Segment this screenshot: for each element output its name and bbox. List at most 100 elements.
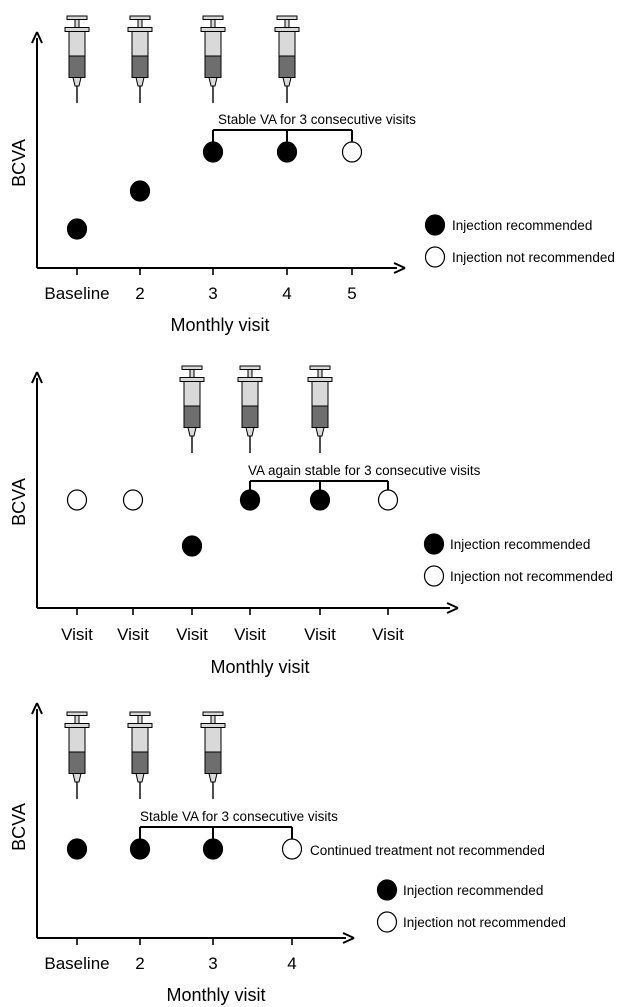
x-tick-label: Visit	[372, 625, 404, 644]
syringe-tip	[135, 773, 145, 783]
syringe-plunger-top	[202, 711, 224, 716]
filled-circle-icon	[309, 489, 331, 511]
syringe-flange	[307, 377, 333, 382]
syringe-plunger-rod	[210, 715, 216, 724]
legend-label-recommended: Injection recommended	[450, 537, 590, 552]
syringe-plunger-top	[66, 711, 88, 716]
legend: Injection recommended Injection not recom…	[423, 533, 613, 587]
legend-label-not-recommended: Injection not recommended	[403, 915, 566, 930]
filled-circle-icon	[239, 489, 261, 511]
legend: Injection recommended Injection not recom…	[376, 879, 566, 933]
arrow-head-icon	[393, 262, 406, 274]
filled-circle-icon	[276, 141, 298, 163]
syringe-plunger-rod	[247, 369, 253, 378]
arrow-head-icon	[31, 31, 43, 44]
syringe-fluid	[183, 405, 201, 428]
arrow-head-icon	[446, 602, 459, 614]
syringe-icon	[127, 711, 153, 799]
filled-circle-icon	[66, 218, 88, 240]
syringe-plunger-rod	[189, 369, 195, 378]
panel-3: BCVA Baseline 2 3 4 Monthly visit Stable VA fo…	[9, 702, 566, 1005]
panel-1: BCVA Baseline 2 3 4 5 Monthly visit Stable VA f…	[9, 15, 615, 335]
x-tick-label: 4	[287, 954, 296, 973]
syringe-icon	[179, 365, 205, 453]
arrow-head-icon	[31, 371, 43, 384]
arrow-head-icon	[31, 702, 43, 715]
syringe-tip	[72, 77, 82, 87]
syringe-flange	[274, 27, 300, 32]
x-tick-label: 5	[347, 284, 356, 303]
open-circle-icon	[377, 489, 399, 511]
syringe-tip	[282, 77, 292, 87]
x-tick-label: 4	[282, 284, 291, 303]
syringe-fluid	[131, 751, 149, 774]
legend-label-recommended: Injection recommended	[452, 218, 592, 233]
syringe-fluid	[68, 55, 86, 78]
syringe-flange	[64, 27, 90, 32]
syringe-icon	[127, 15, 153, 103]
open-circle-icon	[341, 141, 363, 163]
syringe-tip	[187, 427, 197, 437]
open-circle-icon	[281, 838, 303, 860]
bracket-label: VA again stable for 3 consecutive visits	[248, 463, 481, 478]
syringe-icon	[307, 365, 333, 453]
x-tick-label: Baseline	[44, 284, 109, 303]
syringe-plunger-top	[129, 15, 151, 20]
syringe-fluid	[204, 55, 222, 78]
syringe-tip	[135, 77, 145, 87]
syringe-tip	[208, 773, 218, 783]
filled-circle-icon	[376, 879, 398, 901]
legend-label-recommended: Injection recommended	[403, 883, 543, 898]
filled-circle-icon	[181, 535, 203, 557]
syringe-plunger-rod	[317, 369, 323, 378]
syringe-tip	[315, 427, 325, 437]
bracket-label: Stable VA for 3 consecutive visits	[140, 809, 338, 824]
filled-circle-icon	[66, 838, 88, 860]
legend-label-not-recommended: Injection not recommended	[452, 250, 615, 265]
legend: Injection recommended Injection not recom…	[424, 214, 615, 268]
x-tick-label: Visit	[234, 625, 266, 644]
syringe-plunger-top	[239, 365, 261, 370]
open-circle-icon	[66, 489, 88, 511]
syringe-plunger-rod	[74, 19, 80, 28]
syringe-icon	[274, 15, 300, 103]
y-axis-label: BCVA	[9, 139, 29, 187]
syringe-fluid	[278, 55, 296, 78]
x-tick-label: Visit	[304, 625, 336, 644]
syringe-plunger-rod	[137, 19, 143, 28]
syringe-flange	[200, 723, 226, 728]
syringe-plunger-top	[181, 365, 203, 370]
syringe-fluid	[204, 751, 222, 774]
syringe-plunger-top	[129, 711, 151, 716]
syringe-flange	[127, 723, 153, 728]
syringe-flange	[127, 27, 153, 32]
continued-treatment-note: Continued treatment not recommended	[310, 843, 545, 858]
x-tick-label: 2	[135, 284, 144, 303]
filled-circle-icon	[423, 533, 445, 555]
x-tick-label: 3	[208, 284, 217, 303]
open-circle-icon	[423, 565, 445, 587]
arrow-head-icon	[342, 932, 355, 944]
legend-label-not-recommended: Injection not recommended	[450, 569, 613, 584]
syringe-plunger-rod	[210, 19, 216, 28]
syringe-icon	[237, 365, 263, 453]
syringe-plunger-rod	[284, 19, 290, 28]
syringe-tip	[245, 427, 255, 437]
x-axis-title: Monthly visit	[210, 657, 309, 677]
x-tick-label: Visit	[176, 625, 208, 644]
filled-circle-icon	[129, 838, 151, 860]
syringe-plunger-rod	[74, 715, 80, 724]
syringe-flange	[64, 723, 90, 728]
x-tick-label: Visit	[61, 625, 93, 644]
syringe-plunger-top	[202, 15, 224, 20]
open-circle-icon	[122, 489, 144, 511]
open-circle-icon	[424, 246, 446, 268]
syringe-tip	[208, 77, 218, 87]
y-axis-label: BCVA	[9, 803, 29, 851]
bracket-label: Stable VA for 3 consecutive visits	[218, 112, 416, 127]
syringe-icon	[64, 15, 90, 103]
open-circle-icon	[376, 911, 398, 933]
x-tick-label: Baseline	[44, 954, 109, 973]
syringe-fluid	[131, 55, 149, 78]
syringe-icon	[200, 15, 226, 103]
